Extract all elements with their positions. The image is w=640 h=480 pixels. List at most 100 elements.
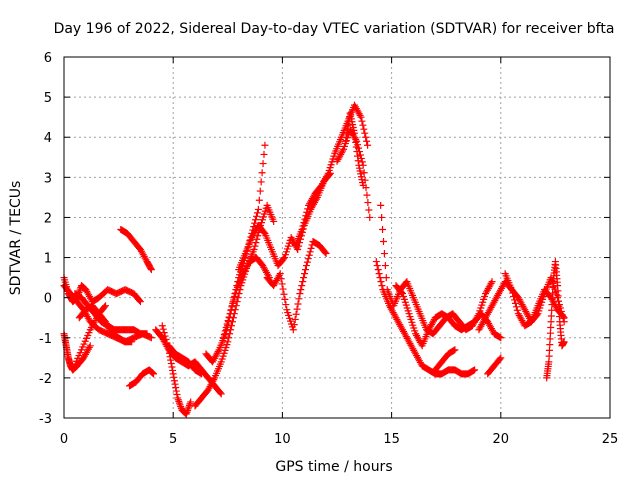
grid [64, 57, 610, 418]
data-point [296, 290, 304, 298]
data-point [261, 141, 269, 149]
data-point [358, 117, 366, 125]
data-point [250, 246, 258, 254]
series-trace-m [202, 141, 269, 366]
data-point [290, 321, 298, 329]
data-point [343, 129, 351, 137]
data-point [176, 401, 184, 409]
data-point [560, 314, 568, 322]
series-trace-f [69, 302, 109, 374]
data-point [282, 301, 290, 309]
x-tick-label: 0 [60, 432, 68, 447]
data-point [354, 157, 362, 165]
data-point [302, 262, 310, 270]
data-point [488, 278, 496, 286]
series-trace-h [126, 366, 158, 390]
data-point [295, 295, 303, 303]
data-point [513, 306, 521, 314]
data-point [227, 306, 235, 314]
data-point [304, 255, 312, 263]
data-point [223, 320, 231, 328]
plot-frame [63, 56, 611, 419]
data-point [254, 205, 262, 213]
data-point [322, 250, 330, 258]
data-point [224, 317, 232, 325]
series-trace-e [75, 302, 136, 346]
data-point [357, 113, 365, 121]
data-point [510, 293, 518, 301]
data-point [298, 225, 306, 233]
data-point [210, 376, 218, 384]
data-point [487, 279, 495, 287]
data-point [251, 242, 259, 250]
y-tick-label: -2 [39, 372, 52, 387]
data-point [300, 274, 308, 282]
data-point [183, 408, 191, 416]
data-point [259, 160, 267, 168]
y-tick-label: 1 [44, 252, 52, 267]
data-point [497, 354, 505, 362]
data-point [174, 394, 182, 402]
data-point [554, 294, 562, 302]
data-point [214, 348, 222, 356]
data-point [160, 329, 168, 337]
data-point [358, 158, 366, 166]
data-point [305, 251, 313, 259]
data-point [373, 262, 381, 270]
data-point [359, 121, 367, 129]
data-point [471, 366, 479, 374]
data-point [219, 334, 227, 342]
data-point [300, 219, 308, 227]
data-point [232, 289, 240, 297]
data-point [216, 389, 224, 397]
data-point [257, 178, 265, 186]
data-point [169, 370, 177, 378]
data-point [224, 338, 232, 346]
data-point [301, 270, 309, 278]
x-axis-label: GPS time / hours [275, 459, 392, 475]
data-point [136, 298, 144, 306]
data-point [231, 293, 239, 301]
data-point [136, 297, 144, 305]
data-point [366, 213, 374, 221]
data-point [301, 215, 309, 223]
series-trace-k [165, 342, 206, 378]
data-point [354, 152, 362, 160]
data-point [381, 262, 389, 270]
data-point [280, 290, 288, 298]
data-point [253, 212, 261, 220]
data-point [304, 205, 312, 213]
y-axis-label: SDTVAR / TECUs [8, 181, 24, 296]
data-point [294, 300, 302, 308]
data-point [342, 133, 350, 141]
data-point [161, 332, 169, 340]
data-point [222, 323, 230, 331]
data-point [230, 296, 238, 304]
data-point [159, 325, 167, 333]
data-point [158, 322, 166, 330]
data-point [339, 147, 347, 155]
data-point [299, 278, 307, 286]
data-point [364, 199, 372, 207]
data-point [303, 208, 311, 216]
series-trace-g [117, 225, 155, 274]
data-point [255, 196, 263, 204]
data-point [260, 150, 268, 158]
data-point [377, 201, 385, 209]
data-point [187, 398, 195, 406]
data-point [362, 133, 370, 141]
data-point [294, 246, 302, 254]
series-trace-v [392, 282, 505, 350]
series-trace-p [263, 238, 330, 334]
data-point [350, 129, 358, 137]
y-tick-label: -1 [39, 332, 52, 347]
y-tick-label: 6 [44, 51, 52, 66]
data-point [252, 216, 260, 224]
data-point [509, 289, 517, 297]
data-point [306, 248, 314, 256]
series-trace-t [372, 258, 479, 378]
data-point [251, 219, 259, 227]
data-point [279, 285, 287, 293]
data-point [101, 303, 109, 311]
series-trace-y [484, 354, 505, 378]
